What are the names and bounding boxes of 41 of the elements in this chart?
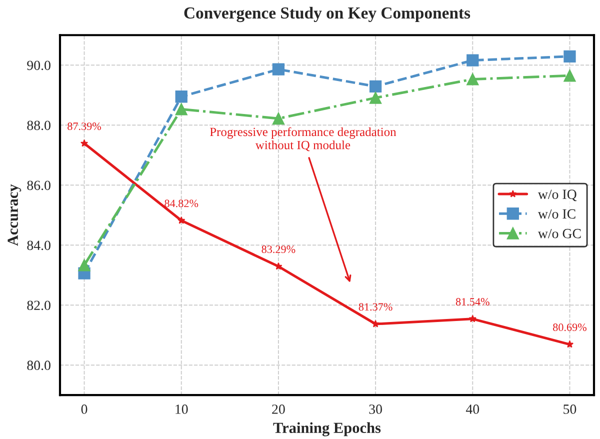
data-label: 81.54% <box>456 298 490 306</box>
point <box>468 314 476 322</box>
point <box>272 63 285 76</box>
x-tick-label: 10 <box>176 404 188 414</box>
point <box>466 54 479 66</box>
point <box>369 80 382 92</box>
point <box>274 262 282 270</box>
data-label: 80.69% <box>553 324 586 332</box>
point <box>175 90 188 103</box>
data-label: 84.82% <box>164 200 198 208</box>
x-tick-label: 30 <box>369 404 382 414</box>
y-tick-label: 86.0 <box>27 180 50 190</box>
point <box>178 216 186 224</box>
legend-label: w/o GC <box>538 228 581 238</box>
point <box>78 259 90 272</box>
legend-label: w/o IC <box>538 209 576 219</box>
point <box>80 139 88 147</box>
legend-label: w/o IQ <box>538 190 577 202</box>
x-tick-label: 20 <box>272 404 285 414</box>
y-tick-label: 80.0 <box>27 360 50 370</box>
point <box>369 92 382 104</box>
point <box>175 103 188 116</box>
y-axis-title: Accuracy <box>8 184 22 246</box>
point <box>564 70 576 82</box>
point <box>466 73 479 86</box>
x-axis-title: Training Epochs <box>273 422 381 436</box>
data-label: 83.29% <box>262 246 296 254</box>
point <box>564 50 576 62</box>
y-tick-label: 82.0 <box>27 300 50 310</box>
annotation: Progressive performance degradation without IQ module <box>210 127 396 152</box>
data-label: 81.37% <box>358 303 392 311</box>
y-tick-label: 84.0 <box>27 240 50 250</box>
x-tick-label: 0 <box>81 404 88 414</box>
x-tick-label: 50 <box>564 404 576 414</box>
data-label: 87.39% <box>68 122 102 130</box>
y-tick-label: 90.0 <box>27 60 50 70</box>
point <box>272 112 285 125</box>
chart-title: Convergence Study on Key Components <box>184 6 470 22</box>
y-tick-label: 88.0 <box>27 120 50 130</box>
point <box>372 320 380 328</box>
x-tick-label: 40 <box>466 404 480 414</box>
